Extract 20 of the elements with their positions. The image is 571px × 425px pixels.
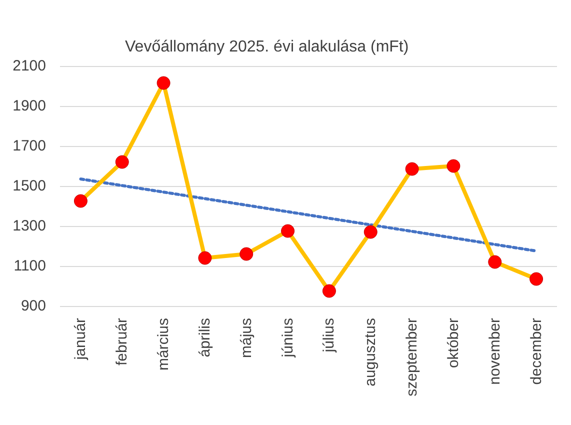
- x-tick-label: január: [72, 318, 90, 361]
- x-tick-label: június: [279, 318, 296, 358]
- x-tick-label: július: [320, 318, 338, 354]
- x-tick-label: április: [196, 318, 214, 358]
- x-tick-label: október: [444, 318, 462, 368]
- x-tick-label: március: [155, 318, 172, 371]
- x-tick-label: december: [528, 318, 545, 385]
- x-tick-label: május: [238, 318, 255, 358]
- y-tick-label: 1900: [12, 98, 46, 114]
- x-tick-label: február: [114, 318, 131, 366]
- x-tick-label: november: [486, 318, 504, 385]
- x-tick-label: szeptember: [404, 318, 421, 396]
- y-tick-label: 1100: [14, 258, 46, 274]
- y-tick-label: 1300: [12, 218, 46, 234]
- y-tick-label: 900: [20, 298, 46, 314]
- y-tick-label: 1500: [12, 178, 46, 194]
- x-tick-label: augusztus: [362, 318, 380, 386]
- chart-title: Vevőállomány 2025. évi alakulása (mFt): [125, 38, 409, 56]
- y-tick-label: 1700: [12, 138, 46, 154]
- y-tick-label: 2100: [12, 58, 46, 74]
